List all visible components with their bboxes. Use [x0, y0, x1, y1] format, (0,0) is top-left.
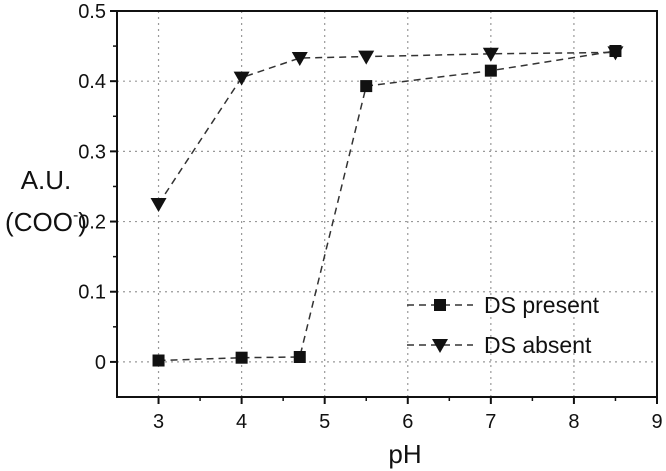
series-line: [157, 51, 616, 205]
x-axis-title: pH: [388, 439, 421, 469]
data-point: [358, 50, 375, 65]
y-axis-title-main: (COO: [5, 207, 73, 237]
series-line: [158, 50, 616, 362]
data-point: [152, 354, 165, 367]
legend-label: DS absent: [484, 332, 592, 358]
data-point: [235, 351, 248, 364]
series-group: [150, 45, 624, 367]
legend-item: DS present: [407, 292, 600, 318]
data-point: [482, 47, 499, 62]
data-point: [484, 64, 497, 77]
series-square: [152, 45, 622, 367]
y-tick-label: 0.1: [78, 282, 106, 304]
x-tick-label: 4: [236, 411, 247, 433]
y-tick-label: 0.2: [78, 212, 106, 234]
x-tick-label: 9: [651, 411, 662, 433]
y-tick-label: 0.4: [78, 71, 106, 93]
data-point: [360, 80, 373, 93]
y-axis-title-line1: A.U.: [21, 165, 72, 195]
legend-item: DS absent: [407, 332, 592, 358]
data-point: [293, 350, 306, 363]
y-tick-label: 0.3: [78, 141, 106, 163]
data-point: [607, 46, 624, 61]
x-tick-label: 6: [402, 411, 413, 433]
y-axis-title-line2: (COO-): [5, 207, 87, 237]
y-axis-title-sup: -: [73, 207, 78, 224]
y-tick-label: 0.5: [78, 1, 106, 23]
data-point: [291, 52, 308, 67]
plot-frame: [116, 10, 658, 398]
legend-label: DS present: [484, 292, 600, 318]
y-axis-title-end: ): [78, 207, 87, 237]
legend-marker: [434, 299, 446, 311]
data-point: [150, 198, 167, 212]
x-tick-label: 5: [319, 411, 330, 433]
x-tick-label: 7: [485, 411, 496, 433]
legend: DS present DS absent: [407, 292, 600, 358]
series-triangle-down: [150, 46, 624, 212]
x-tick-label: 8: [568, 411, 579, 433]
axes: 3 4 5 6 7 8 9 0 0.1 0.2 0.3 0.4 0.5: [78, 1, 662, 433]
data-point: [233, 71, 250, 86]
legend-marker: [432, 339, 448, 353]
x-tick-label: 3: [153, 411, 164, 433]
y-tick-label: 0: [95, 352, 106, 374]
